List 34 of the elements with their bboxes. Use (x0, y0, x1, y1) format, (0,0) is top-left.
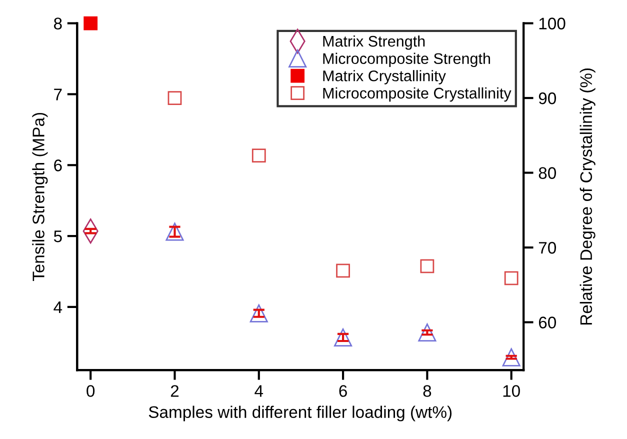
y2-tick-label: 60 (538, 316, 556, 328)
point (336, 264, 350, 278)
point (168, 91, 182, 105)
y2-tick-label: 100 (539, 18, 566, 30)
point (250, 304, 268, 322)
legend-label: Microcomposite Crystallinity (323, 87, 512, 102)
y2-tick-label: 80 (538, 167, 556, 179)
x-tick-label: 2 (170, 385, 179, 397)
y-tick-label: 5 (54, 230, 62, 242)
point (420, 259, 434, 274)
y-tick-label: 7 (54, 88, 62, 100)
y2-tick-label: 70 (538, 242, 556, 254)
point (504, 271, 518, 286)
legend-label: Matrix Crystallinity (323, 70, 446, 84)
y2-tick-label: 90 (538, 92, 556, 104)
y-axis-title: Tensile Strength (MPa) (32, 112, 48, 282)
x-tick-label: 10 (503, 385, 520, 397)
point (502, 348, 520, 366)
x-axis-title: Samples with different filler loading (wt%) (148, 406, 452, 422)
y2-axis-title: Relative Degree of Crystallinity (%) (580, 68, 596, 325)
point (84, 16, 98, 30)
point (252, 148, 266, 163)
x-tick-label: 4 (254, 385, 264, 397)
y-tick-label: 8 (54, 18, 62, 30)
x-tick-label: 8 (423, 385, 432, 397)
point (418, 323, 436, 342)
x-tick-label: 0 (86, 385, 95, 397)
point (334, 328, 352, 346)
legend-label: Microcomposite Strength (323, 52, 490, 68)
legend-label: Matrix Strength (323, 35, 425, 50)
y-tick-label: 4 (54, 302, 62, 313)
y-tick-label: 6 (54, 160, 62, 172)
point (166, 222, 184, 241)
x-tick-label: 6 (339, 385, 347, 397)
